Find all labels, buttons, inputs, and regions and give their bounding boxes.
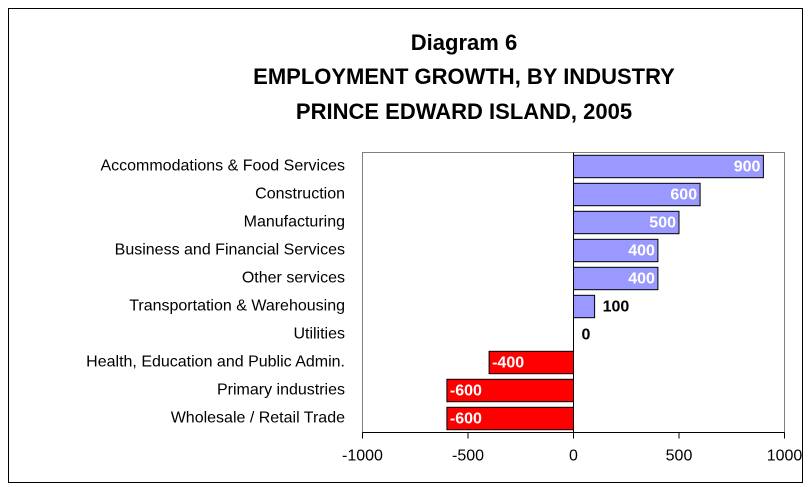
value-label: 600	[670, 187, 697, 204]
y-tick-label: Accommodations & Food Services	[100, 158, 345, 175]
y-tick-label: Wholesale / Retail Trade	[171, 410, 345, 427]
value-label: 0	[582, 327, 591, 344]
y-tick-label: Business and Financial Services	[115, 242, 345, 259]
value-label: 900	[734, 159, 761, 176]
y-tick-label: Health, Education and Public Admin.	[86, 354, 345, 371]
y-tick-label: Primary industries	[217, 382, 345, 399]
x-tick-label: -1000	[342, 448, 383, 465]
value-label: -600	[450, 383, 482, 400]
y-tick-label: Other services	[242, 270, 345, 287]
x-tick-label: 1000	[767, 448, 803, 465]
x-tick-label: 500	[666, 448, 693, 465]
value-label: 500	[649, 215, 676, 232]
x-tick-label: 0	[569, 448, 578, 465]
y-tick-label: Manufacturing	[244, 214, 345, 231]
value-label: 100	[603, 299, 630, 316]
bar	[573, 294, 596, 319]
value-label: -400	[492, 355, 524, 372]
chart-title: PRINCE EDWARD ISLAND, 2005	[296, 99, 632, 124]
x-tick-label: -500	[452, 448, 484, 465]
y-tick-label: Transportation & Warehousing	[129, 298, 345, 315]
value-label: -600	[450, 411, 482, 428]
chart-title: Diagram 6	[411, 30, 517, 55]
y-tick-label: Utilities	[293, 326, 345, 343]
value-label: 400	[628, 243, 655, 260]
chart-title: EMPLOYMENT GROWTH, BY INDUSTRY	[253, 64, 675, 89]
y-tick-label: Construction	[255, 186, 345, 203]
value-label: 400	[628, 271, 655, 288]
